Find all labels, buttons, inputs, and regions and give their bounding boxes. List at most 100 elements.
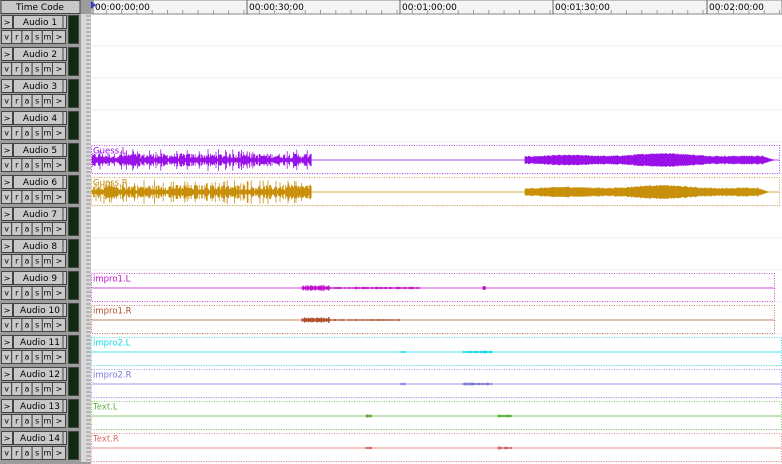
control-label: r (15, 449, 19, 458)
track-name-button[interactable] (13, 79, 67, 93)
arrow-button[interactable] (1, 143, 13, 157)
arrow-button[interactable] (1, 175, 13, 189)
audio-clip[interactable] (91, 305, 775, 334)
track-name-button[interactable] (13, 239, 67, 253)
arrow-button[interactable] (1, 79, 13, 93)
clip-label: Guess.L (93, 147, 127, 157)
clip-label: Text.L (92, 403, 118, 413)
ruler-label: 00:01:30:00 (555, 3, 610, 13)
control-label: v (4, 225, 9, 234)
control-label: > (56, 97, 63, 106)
control-label: > (56, 321, 63, 330)
control-button[interactable] (52, 382, 66, 396)
clip-label: impro2.R (93, 371, 132, 381)
audio-clip[interactable] (91, 369, 782, 398)
scale-strip (81, 302, 91, 334)
track-name: Audio 6 (23, 178, 57, 188)
clip-label: Text.R (92, 435, 119, 445)
arrow-button[interactable] (1, 47, 13, 61)
control-label: r (15, 97, 19, 106)
track-name-button[interactable] (13, 15, 67, 29)
audio-clip[interactable] (91, 145, 780, 174)
control-label: r (15, 129, 19, 138)
arrow-button[interactable] (1, 271, 13, 285)
control-label: > (56, 449, 63, 458)
arrow-button[interactable] (1, 207, 13, 221)
control-button[interactable] (52, 254, 66, 268)
arrow-button[interactable] (1, 303, 13, 317)
audio-clip[interactable] (91, 337, 782, 366)
clip-label: impro2.L (93, 339, 131, 349)
control-label: s (35, 257, 39, 266)
arrow-button[interactable] (1, 111, 13, 125)
track-name-button[interactable] (13, 271, 67, 285)
arrow-label: > (4, 274, 11, 283)
control-button[interactable] (52, 158, 66, 172)
track-name: Audio 8 (23, 242, 57, 252)
scale-strip (81, 238, 91, 270)
level-meter (68, 175, 79, 204)
control-label: a (25, 161, 30, 170)
control-label: > (56, 129, 63, 138)
audio-clip[interactable] (91, 273, 775, 302)
control-label: a (25, 449, 30, 458)
track-name: Audio 12 (20, 370, 60, 380)
arrow-button[interactable] (1, 399, 13, 413)
control-label: s (35, 33, 39, 42)
level-meter (68, 15, 79, 44)
track-name-button[interactable] (13, 367, 67, 381)
scale-strip (81, 14, 91, 46)
control-button[interactable] (52, 30, 66, 44)
track-name-button[interactable] (13, 143, 67, 157)
track-name-button[interactable] (13, 431, 67, 445)
arrow-button[interactable] (1, 15, 13, 29)
control-label: > (56, 225, 63, 234)
control-button[interactable] (52, 286, 66, 300)
scale-strip (81, 78, 91, 110)
track-name-button[interactable] (13, 303, 67, 317)
control-label: v (4, 417, 9, 426)
control-label: > (56, 193, 63, 202)
audio-clip[interactable] (91, 433, 782, 462)
control-button[interactable] (52, 62, 66, 76)
arrow-button[interactable] (1, 367, 13, 381)
control-label: a (25, 65, 30, 74)
audio-clip[interactable] (91, 401, 782, 430)
track-name: Audio 3 (23, 82, 57, 92)
control-label: > (56, 417, 63, 426)
control-button[interactable] (52, 350, 66, 364)
control-label: v (4, 97, 9, 106)
scale-strip (81, 366, 91, 398)
control-label: a (25, 257, 30, 266)
control-button[interactable] (52, 446, 66, 460)
time-code-button[interactable] (0, 0, 81, 14)
track-name-button[interactable] (13, 47, 67, 61)
control-button[interactable] (52, 190, 66, 204)
audio-clip[interactable] (91, 177, 780, 206)
track-name-button[interactable] (13, 207, 67, 221)
arrow-button[interactable] (1, 239, 13, 253)
control-label: > (56, 33, 63, 42)
control-label: v (4, 129, 9, 138)
control-button[interactable] (52, 126, 66, 140)
control-label: r (15, 225, 19, 234)
arrow-button[interactable] (1, 335, 13, 349)
control-button[interactable] (52, 222, 66, 236)
track-name-button[interactable] (13, 399, 67, 413)
control-label: s (35, 97, 39, 106)
control-label: v (4, 385, 9, 394)
arrow-label: > (4, 18, 11, 27)
control-label: v (4, 449, 9, 458)
control-label: s (35, 289, 39, 298)
control-button[interactable] (52, 94, 66, 108)
control-button[interactable] (52, 414, 66, 428)
control-button[interactable] (52, 318, 66, 332)
scale-strip (81, 270, 91, 302)
arrow-button[interactable] (1, 431, 13, 445)
track-name-button[interactable] (13, 335, 67, 349)
arrow-label: > (4, 306, 11, 315)
track-name-button[interactable] (13, 111, 67, 125)
control-label: s (35, 161, 39, 170)
track-name-button[interactable] (13, 175, 67, 189)
waveform (301, 317, 400, 323)
